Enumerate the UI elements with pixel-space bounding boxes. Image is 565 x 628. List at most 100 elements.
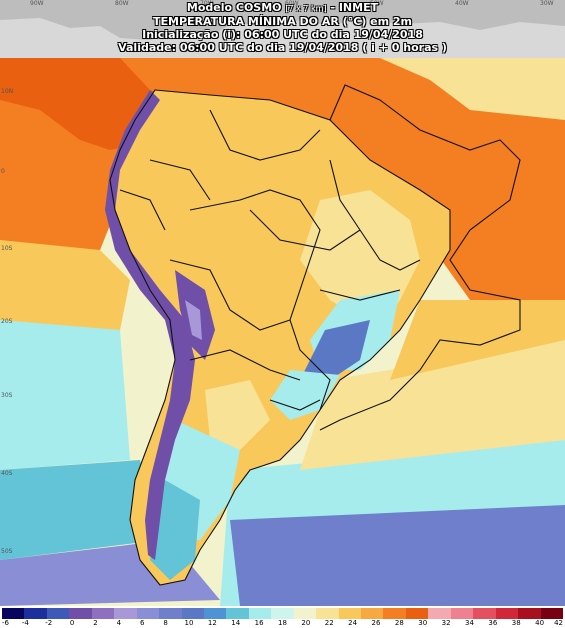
colorbar-tick-label: 8 bbox=[163, 619, 168, 627]
lat-label-0: 0 bbox=[1, 168, 5, 175]
colorbar-swatch bbox=[405, 608, 429, 619]
colorbar-tick-label: 36 bbox=[488, 619, 498, 627]
colorbar-tick-label: 20 bbox=[301, 619, 311, 627]
colorbar-tick-label: 32 bbox=[441, 619, 451, 627]
colombia-peru-border bbox=[149, 159, 211, 201]
colorbar-tick-label: 10 bbox=[184, 619, 194, 627]
lon-label-40w: 40W bbox=[455, 0, 469, 7]
colorbar-swatch bbox=[293, 608, 317, 619]
colorbar-tick-label: 26 bbox=[371, 619, 381, 627]
colorbar-swatch bbox=[473, 608, 496, 619]
lon-label-30w: 30W bbox=[540, 0, 554, 7]
colorbar-swatch bbox=[271, 608, 294, 619]
colorbar-swatch bbox=[361, 608, 384, 619]
colorbar-tick-label: 2 bbox=[93, 619, 98, 627]
bolivia-border bbox=[169, 259, 291, 331]
caribbean-land-gray bbox=[0, 18, 565, 58]
model-resolution: [7 x 7 km] bbox=[285, 4, 327, 13]
lon-label-90w: 90W bbox=[30, 0, 44, 7]
brazil-state-border-a bbox=[329, 159, 421, 271]
temperature-colorbar: -6 -4 -2 0 2 4 6 8 10 12 14 16 18 20 22 24 26 28 30 32 34 36 3… bbox=[0, 606, 565, 628]
colorbar-swatch bbox=[383, 608, 406, 619]
colorbar-ticks: -6 -4 -2 0 2 4 6 8 10 12 14 16 18 20 22 24 26 28 30 32 34 36 3… bbox=[2, 619, 563, 628]
brazil-state-border-b bbox=[249, 209, 361, 251]
colorbar-swatch bbox=[518, 608, 541, 619]
colorbar-tick-label: 0 bbox=[69, 619, 75, 627]
altiplano-core bbox=[185, 300, 202, 340]
brazil-state-border-c bbox=[319, 289, 401, 301]
colorbar-tick-label: -2 bbox=[45, 619, 53, 627]
lat-label-30s: 30S bbox=[1, 392, 13, 399]
lon-label-70w: 70W bbox=[200, 0, 214, 7]
atlantic-warm-band bbox=[390, 300, 565, 380]
colorbar-swatch bbox=[69, 608, 92, 619]
colorbar-swatch bbox=[248, 608, 272, 619]
uruguay-border bbox=[269, 399, 321, 411]
colorbar-tick-label: 28 bbox=[394, 619, 404, 627]
lat-label-40s: 40S bbox=[1, 470, 13, 477]
lat-label-20s: 20S bbox=[1, 318, 13, 325]
argentina-mild bbox=[205, 380, 270, 450]
maritime-boundary bbox=[319, 84, 521, 431]
serra-cold-patch bbox=[300, 320, 370, 380]
south-atlantic-cold bbox=[230, 505, 565, 606]
colorbar-swatch bbox=[136, 608, 160, 619]
colorbar-swatch bbox=[495, 608, 519, 619]
colorbar-tick-label: 34 bbox=[465, 619, 474, 627]
colorbar-swatch bbox=[181, 608, 204, 619]
guianas-border bbox=[209, 109, 321, 161]
lat-label-10s: 10S bbox=[1, 245, 13, 252]
colorbar-swatch bbox=[2, 608, 25, 619]
colorbar-swatch bbox=[540, 608, 563, 619]
colorbar-tick-label: 42 bbox=[554, 619, 563, 627]
colorbar-tick-label: 16 bbox=[254, 619, 264, 627]
colorbar-swatch bbox=[24, 608, 47, 619]
colorbar-swatch bbox=[91, 608, 115, 619]
paraguay-argentina-border bbox=[189, 349, 301, 381]
colorbar-tick-label: 18 bbox=[278, 619, 287, 627]
colorbar-tick-label: 22 bbox=[324, 619, 334, 627]
colorbar-tick-label: 14 bbox=[231, 619, 241, 627]
colorbar-tick-label: -4 bbox=[21, 619, 29, 627]
continent-coastline bbox=[109, 89, 451, 586]
temperature-map bbox=[0, 0, 565, 606]
south-atlantic-mild bbox=[300, 340, 565, 470]
colorbar-swatch bbox=[226, 608, 249, 619]
initialization-time: Inicialização (i): 06:00 UTC do dia 19/0… bbox=[142, 28, 423, 41]
colorbar-swatch bbox=[114, 608, 137, 619]
colorbar-tick-label: 30 bbox=[418, 619, 428, 627]
colorbar-tick-label: 4 bbox=[116, 619, 122, 627]
lat-label-50s: 50S bbox=[1, 548, 13, 555]
colorbar-tick-label: 6 bbox=[140, 619, 145, 627]
colorbar-swatch bbox=[428, 608, 451, 619]
colorbar-swatch bbox=[450, 608, 474, 619]
lon-label-80w: 80W bbox=[115, 0, 129, 7]
model-title: Modelo COSMO [7 x 7 km] - INMET bbox=[0, 1, 565, 15]
lon-label-50w: 50W bbox=[370, 0, 384, 7]
colorbar-swatch bbox=[316, 608, 339, 619]
ecuador-border bbox=[119, 189, 166, 231]
pacific-cold-band bbox=[0, 460, 160, 560]
mild-region-atlantic bbox=[380, 58, 565, 120]
political-boundaries bbox=[109, 84, 521, 586]
colorbar-tick-label: 38 bbox=[511, 619, 521, 627]
colorbar-swatch bbox=[159, 608, 182, 619]
lon-label-60w: 60W bbox=[285, 0, 299, 7]
variable-title: TEMPERATURA MÍNIMA DO AR (°C) em 2m bbox=[153, 15, 412, 28]
colorbar-tick-label: 40 bbox=[535, 619, 545, 627]
model-name: Modelo COSMO bbox=[186, 1, 282, 14]
model-institute: - INMET bbox=[330, 1, 379, 14]
lat-label-10n: 10N bbox=[1, 88, 14, 95]
pacific-mild-band bbox=[0, 240, 130, 330]
colorbar-swatches bbox=[2, 608, 563, 619]
colorbar-tick-label: 24 bbox=[348, 619, 358, 627]
brazil-western-border bbox=[189, 189, 331, 411]
map-header: Modelo COSMO [7 x 7 km] - INMET TEMPERAT… bbox=[0, 0, 565, 56]
colorbar-swatch bbox=[338, 608, 361, 619]
andes-cold-ridge bbox=[105, 90, 195, 560]
colorbar-tick-label: -6 bbox=[2, 619, 9, 627]
southern-brazil-cool bbox=[270, 370, 340, 420]
colorbar-swatch bbox=[203, 608, 227, 619]
validity-time: Validade: 06:00 UTC do dia 19/04/2018 ( … bbox=[118, 41, 447, 54]
